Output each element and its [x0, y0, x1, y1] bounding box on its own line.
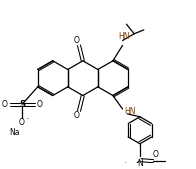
Text: O: O: [152, 150, 158, 159]
Text: HN: HN: [124, 107, 136, 116]
Text: O: O: [74, 111, 80, 120]
Text: ⁻: ⁻: [25, 118, 28, 123]
Text: O: O: [18, 118, 24, 127]
Text: S: S: [19, 100, 25, 109]
Text: N: N: [137, 159, 143, 168]
Text: O: O: [74, 36, 80, 45]
Text: O: O: [2, 100, 8, 109]
Text: O: O: [37, 100, 43, 109]
Text: HN: HN: [118, 32, 129, 42]
Text: Na: Na: [9, 128, 20, 137]
